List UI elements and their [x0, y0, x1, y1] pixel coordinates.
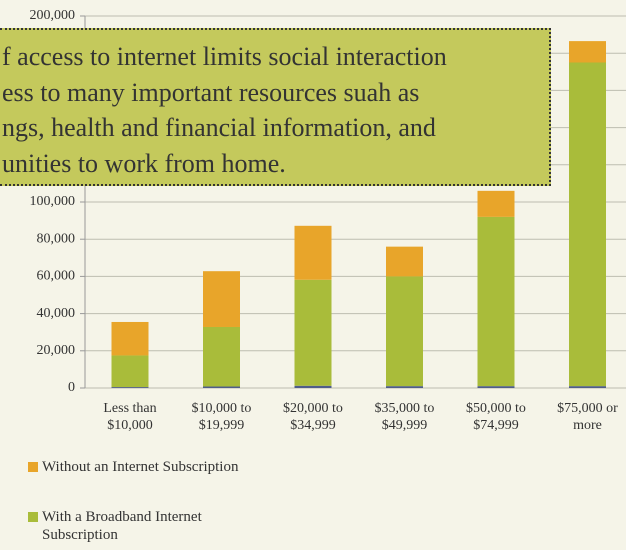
- callout-text: unities to work from home.: [2, 148, 286, 178]
- bar-segment: [203, 386, 240, 388]
- bar-segment: [569, 62, 606, 387]
- x-tick-label: $50,000 to $74,999: [466, 401, 526, 433]
- y-tick-label: 20,000: [37, 343, 76, 358]
- bar-segment: [386, 246, 423, 277]
- x-tick-label: $35,000 to $49,999: [374, 401, 435, 433]
- legend-swatch: [28, 462, 38, 472]
- bar-segment: [386, 386, 423, 388]
- legend-swatch: [28, 512, 38, 522]
- x-tick-label: $10,000 to $19,999: [191, 401, 252, 433]
- bar-segment: [569, 386, 606, 388]
- bar-segment: [294, 279, 332, 386]
- y-tick-label: 100,000: [30, 194, 76, 209]
- y-tick-label: 40,000: [37, 306, 76, 321]
- bar-segment: [111, 355, 149, 388]
- legend-label: Without an Internet Subscription: [42, 459, 239, 475]
- x-tick-label: $20,000 to $34,999: [283, 401, 343, 433]
- bar-segment: [294, 385, 332, 388]
- bar-segment: [203, 271, 240, 327]
- y-tick-label: 60,000: [37, 269, 76, 284]
- bar-segment: [477, 216, 515, 387]
- y-tick-label: 80,000: [37, 231, 76, 246]
- bar-segment: [477, 386, 515, 388]
- x-tick-label: $75,000 or more: [557, 401, 618, 433]
- legend-label: With a Broadband Internet Subscription: [42, 509, 202, 543]
- bar-segment: [203, 326, 240, 387]
- callout-text: f access to internet limits social inter…: [2, 42, 447, 71]
- bar-segment: [111, 387, 149, 388]
- bar-segment: [111, 321, 149, 356]
- legend-item: With a Broadband Internet Subscription: [28, 508, 272, 544]
- callout-box: f access to internet limits social inter…: [0, 28, 551, 186]
- legend-item: Without an Internet Subscription: [28, 458, 272, 476]
- callout-text: ess to many important resources suah as: [2, 77, 420, 107]
- x-tick-label: Less than $10,000: [103, 401, 157, 433]
- y-tick-label: 200,000: [30, 8, 76, 23]
- bar-segment: [294, 225, 332, 280]
- bar-segment: [477, 190, 515, 217]
- bar-segment: [569, 41, 606, 63]
- y-tick-label: 0: [68, 380, 75, 395]
- callout-text: ngs, health and financial information, a…: [2, 113, 436, 142]
- bar-segment: [386, 276, 423, 387]
